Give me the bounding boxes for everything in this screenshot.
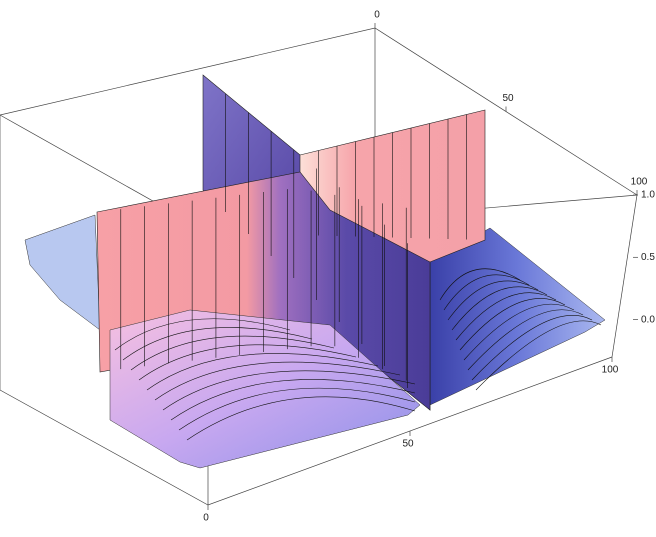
wave-ridge: [443, 274, 530, 311]
tick-label: 100: [631, 177, 648, 188]
wave-ridge: [162, 370, 416, 411]
tick-label: 0: [203, 513, 209, 524]
wave-ridge: [186, 396, 416, 441]
wave-ridge: [451, 286, 548, 331]
floor-back-left: [24, 214, 101, 331]
wave-ridge: [455, 292, 557, 341]
wave-ridge: [170, 379, 416, 421]
axes: 0 50 100 0 50 100 0.0 0.5 1.0: [203, 10, 655, 524]
tick-label: 1.0: [641, 190, 655, 201]
wave-ridge: [439, 268, 521, 301]
wave-ridge: [178, 387, 416, 431]
wave-ridge: [467, 309, 584, 371]
wave-ridge: [154, 361, 401, 401]
tick-label: 0: [374, 10, 380, 21]
wave-ridge: [130, 335, 335, 371]
wave-ridge: [463, 303, 575, 361]
tick-label: 50: [502, 93, 514, 104]
wave-ridge: [459, 298, 566, 351]
box-edge: [611, 194, 638, 358]
floor-front-left: [109, 309, 421, 469]
wave-ridge: [138, 344, 357, 381]
wave-ridge: [447, 280, 539, 321]
wave-ridge: [471, 315, 593, 381]
tick-label: 0.5: [641, 252, 655, 263]
wave-ridge: [475, 320, 602, 391]
wave-ridge: [122, 327, 313, 361]
floor-right: [429, 227, 606, 406]
tick-label: 0.0: [641, 314, 655, 325]
tick-label: 100: [602, 365, 619, 376]
wave-ridge: [146, 353, 379, 391]
wave-ridge: [114, 318, 291, 351]
tick-label: 50: [402, 439, 414, 450]
surface: [24, 74, 606, 469]
